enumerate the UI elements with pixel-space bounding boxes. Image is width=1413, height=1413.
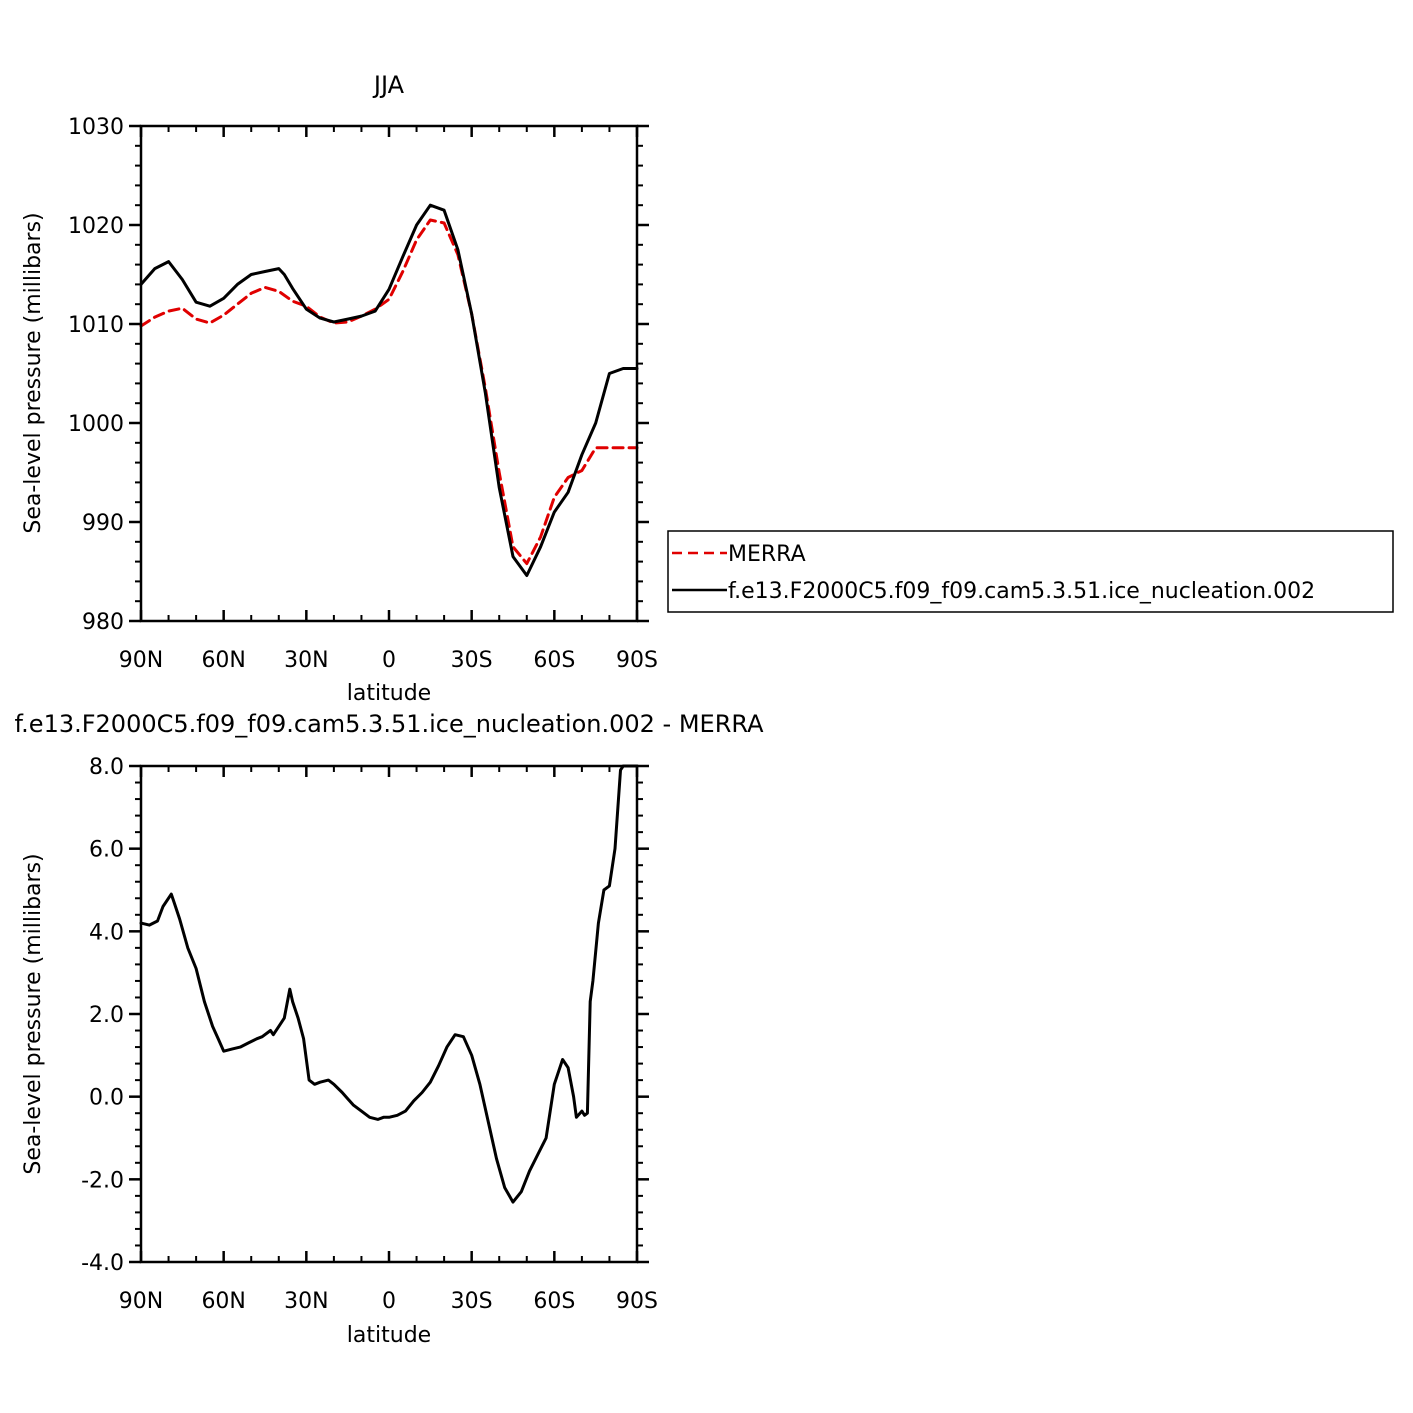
top-ytick-label: 1020 <box>68 214 124 239</box>
top-xtick-label: 60S <box>533 648 575 673</box>
bottom-panel-xlabel: latitude <box>347 1323 431 1348</box>
top-xtick-label: 60N <box>201 648 245 673</box>
bottom-xtick-label: 30S <box>451 1289 493 1314</box>
bottom-ytick-label: 2.0 <box>89 1003 124 1028</box>
bottom-ytick-label: -4.0 <box>81 1251 124 1276</box>
top-xtick-label: 30S <box>451 648 493 673</box>
top-xtick-label: 90N <box>119 648 163 673</box>
legend-label-model: f.e13.F2000C5.f09_f09.cam5.3.51.ice_nucl… <box>728 579 1315 604</box>
legend: MERRA f.e13.F2000C5.f09_f09.cam5.3.51.ic… <box>667 530 1394 613</box>
top-panel-frame <box>139 124 639 623</box>
legend-label-merra: MERRA <box>728 542 806 567</box>
top-panel-ylabel: Sea-level pressure (millibars) <box>21 212 46 533</box>
top-xtick-label: 90S <box>616 648 658 673</box>
bottom-xtick-label: 60S <box>533 1289 575 1314</box>
bottom-ytick-label: 4.0 <box>89 920 124 945</box>
bottom-ytick-label: 8.0 <box>89 755 124 780</box>
bottom-panel-frame <box>139 764 639 1264</box>
bottom-ytick-label: -2.0 <box>81 1168 124 1193</box>
top-ytick-label: 1030 <box>68 115 124 140</box>
top-ytick-label: 980 <box>82 610 124 635</box>
top-xtick-label: 0 <box>382 648 396 673</box>
top-ytick-label: 1000 <box>68 412 124 437</box>
top-panel-xlabel: latitude <box>347 681 431 706</box>
bottom-xtick-label: 60N <box>201 1289 245 1314</box>
bottom-panel-title: f.e13.F2000C5.f09_f09.cam5.3.51.ice_nucl… <box>14 710 764 738</box>
top-ytick-label: 990 <box>82 511 124 536</box>
top-ytick-label: 1010 <box>68 313 124 338</box>
top-series-line-0 <box>139 218 639 566</box>
top-panel-ticks: 90N 60N 30N 0 30S 60S 90S 980 990 1000 1010 1020 103… <box>68 115 658 673</box>
top-panel: JJA 90N 60N 30N 0 30S 60S 90S 980 990 1000 1010 102… <box>21 71 658 706</box>
bottom-xtick-label: 30N <box>284 1289 328 1314</box>
bottom-xtick-label: 0 <box>382 1289 396 1314</box>
bottom-ytick-label: 0.0 <box>89 1086 124 1111</box>
legend-box <box>667 530 1394 613</box>
bottom-series-line-0 <box>139 764 639 1204</box>
bottom-xtick-label: 90N <box>119 1289 163 1314</box>
top-xtick-label: 30N <box>284 648 328 673</box>
top-panel-title: JJA <box>372 71 405 99</box>
bottom-xtick-label: 90S <box>616 1289 658 1314</box>
bottom-ytick-label: 6.0 <box>89 838 124 863</box>
top-series-line-1 <box>139 203 639 577</box>
bottom-panel-series <box>139 764 639 1204</box>
top-panel-series <box>139 203 639 577</box>
bottom-panel-ticks: 90N 60N 30N 0 30S 60S 90S -4.0 -2.0 0.0 2.0 4.0 6.0 8… <box>81 755 658 1314</box>
bottom-panel-ylabel: Sea-level pressure (millibars) <box>21 853 46 1174</box>
bottom-panel: f.e13.F2000C5.f09_f09.cam5.3.51.ice_nucl… <box>14 710 764 1348</box>
